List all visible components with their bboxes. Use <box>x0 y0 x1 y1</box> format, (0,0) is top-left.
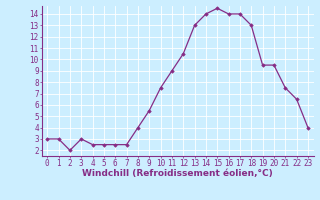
X-axis label: Windchill (Refroidissement éolien,°C): Windchill (Refroidissement éolien,°C) <box>82 169 273 178</box>
